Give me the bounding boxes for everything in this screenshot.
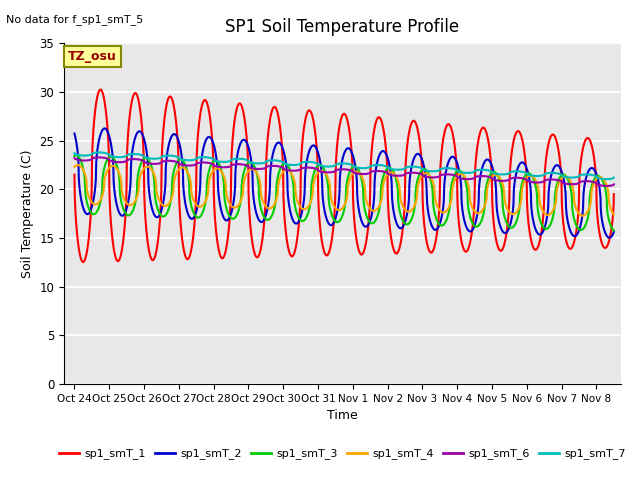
Title: SP1 Soil Temperature Profile: SP1 Soil Temperature Profile <box>225 18 460 36</box>
X-axis label: Time: Time <box>327 409 358 422</box>
Text: TZ_osu: TZ_osu <box>68 50 117 63</box>
Legend: sp1_smT_1, sp1_smT_2, sp1_smT_3, sp1_smT_4, sp1_smT_6, sp1_smT_7: sp1_smT_1, sp1_smT_2, sp1_smT_3, sp1_smT… <box>55 444 630 464</box>
Y-axis label: Soil Temperature (C): Soil Temperature (C) <box>21 149 34 278</box>
Text: No data for f_sp1_smT_5: No data for f_sp1_smT_5 <box>6 14 143 25</box>
